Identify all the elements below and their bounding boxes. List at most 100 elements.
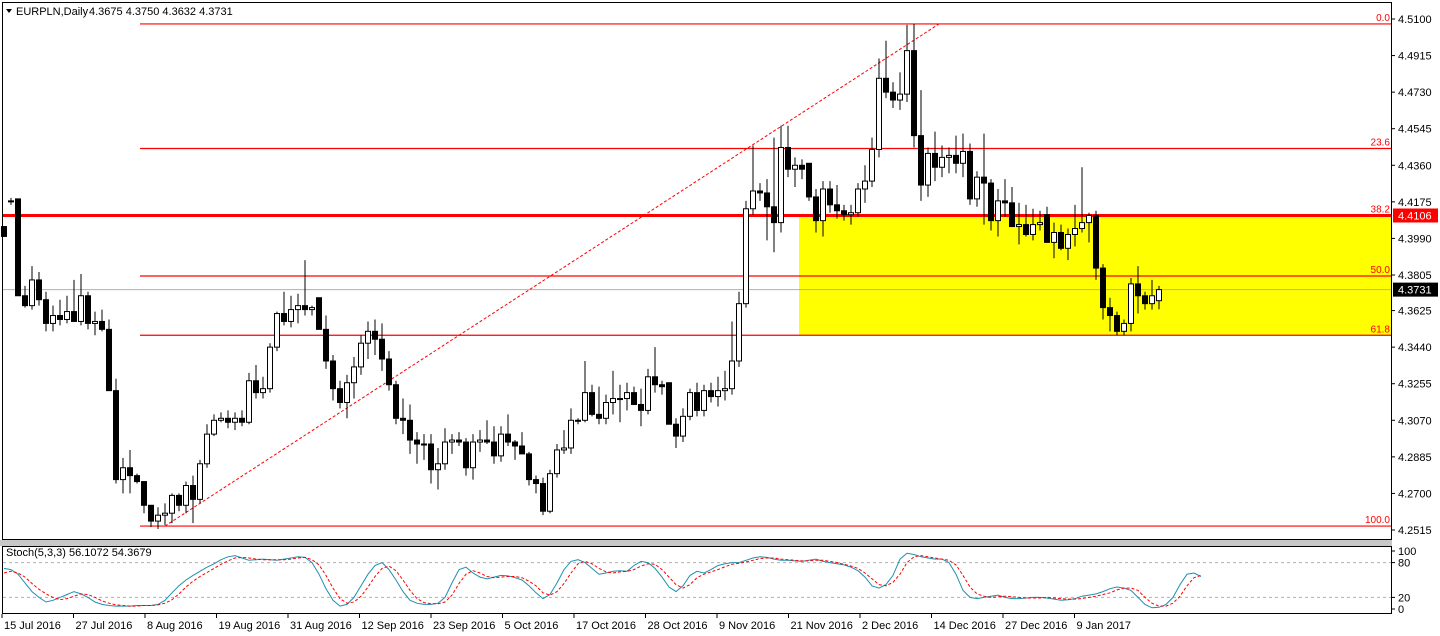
y-tick-label: 4.4545 [1398,124,1432,136]
candle-body-bear [337,388,343,403]
candle [946,147,952,174]
candle-body-bear [316,297,322,330]
candle [141,481,147,514]
candle [855,183,861,217]
candle [526,451,532,486]
candle [36,272,42,306]
fib-trend-line [164,23,940,527]
candle-body-bull [680,415,686,437]
candle [869,137,875,188]
candle [1002,179,1008,217]
y-tick-label: 4.3990 [1398,233,1432,245]
candle-body-bull [939,156,945,168]
candle-body-bull [92,320,98,324]
candle [393,380,399,425]
candle [414,432,420,464]
candle-body-bear [57,315,63,320]
candle [1079,167,1085,233]
candle [827,181,833,213]
candle [918,90,924,201]
candle-body-bear [953,154,959,164]
candle [834,185,840,219]
candle [1149,279,1155,310]
candle-body-bear [71,311,77,322]
x-tick-label: 8 Aug 2016 [147,620,203,632]
candle-body-bear [106,328,112,392]
candle-body-bull [974,176,980,200]
candle-body-bear [323,328,329,362]
x-tick-label: 9 Jan 2017 [1077,620,1131,632]
candle-body-bear [330,360,336,390]
stoch-series-signal [3,555,1202,607]
candle [428,434,434,484]
stoch-series-main [3,552,1202,609]
candle-body-bull [750,190,756,210]
candle [708,382,714,403]
stoch-tick-label: 80 [1398,558,1410,570]
symbol-dropdown-icon[interactable] [6,9,12,13]
candle-body-bear [771,206,777,224]
candle [995,189,1001,237]
stoch-pane-frame [2,546,1392,614]
candle [757,183,763,201]
candle [43,291,49,332]
candle [547,469,553,514]
candle-body-bull [995,200,1001,222]
candle [960,133,966,178]
candle [974,171,980,207]
candle-body-bull [561,447,567,451]
pane-separator[interactable] [0,540,1392,546]
y-tick-label: 4.5100 [1398,14,1432,26]
candle [764,179,770,241]
candle [1030,208,1036,241]
candle-body-bear [393,384,399,419]
candle-body-bull [1037,222,1043,226]
current-price-label: 4.3731 [1398,285,1432,297]
candle-body-bear [659,384,665,388]
candle [64,295,70,324]
candle [127,449,133,494]
candle [848,204,854,225]
candle [421,434,427,460]
candle [876,58,882,158]
x-tick-label: 28 Oct 2016 [648,620,708,632]
y-tick-label: 4.3625 [1398,306,1432,318]
candle [1065,228,1071,261]
candle [302,260,308,316]
candle [512,440,518,460]
candle [379,323,385,371]
candle [911,23,917,148]
candle-body-bull [1016,224,1022,228]
stoch-indicator-label: Stoch(5,3,3) 56.1072 54.3679 [6,547,152,559]
candle [246,372,252,425]
candle [253,364,259,399]
candle [225,410,231,429]
candle-body-bear [302,305,308,311]
candle [120,457,126,494]
candle-body-bear [484,439,490,443]
x-tick-label: 14 Dec 2016 [934,620,996,632]
candle-body-bull [722,388,728,392]
candle-body-bear [883,77,889,93]
candle [694,382,700,417]
candle-body-bear [988,182,994,222]
candle-body-bear [1044,214,1050,243]
candle-body-bull [820,188,826,222]
candle-body-bull [421,443,427,446]
candle-body-bull [260,388,266,394]
candle [589,384,595,417]
candle-body-bear [239,417,245,423]
candle-body-bull [1030,224,1036,235]
candle [953,135,959,174]
candle-body-bull [204,433,210,465]
candle-body-bear [85,295,91,324]
candle-body-bull [274,313,280,348]
candle-body-bear [673,423,679,437]
candle [988,179,994,231]
candle-body-bull [358,342,364,368]
candle-body-bear [225,417,231,423]
chart-symbol-label: EURPLN,Daily [16,6,89,18]
candle [673,418,679,448]
